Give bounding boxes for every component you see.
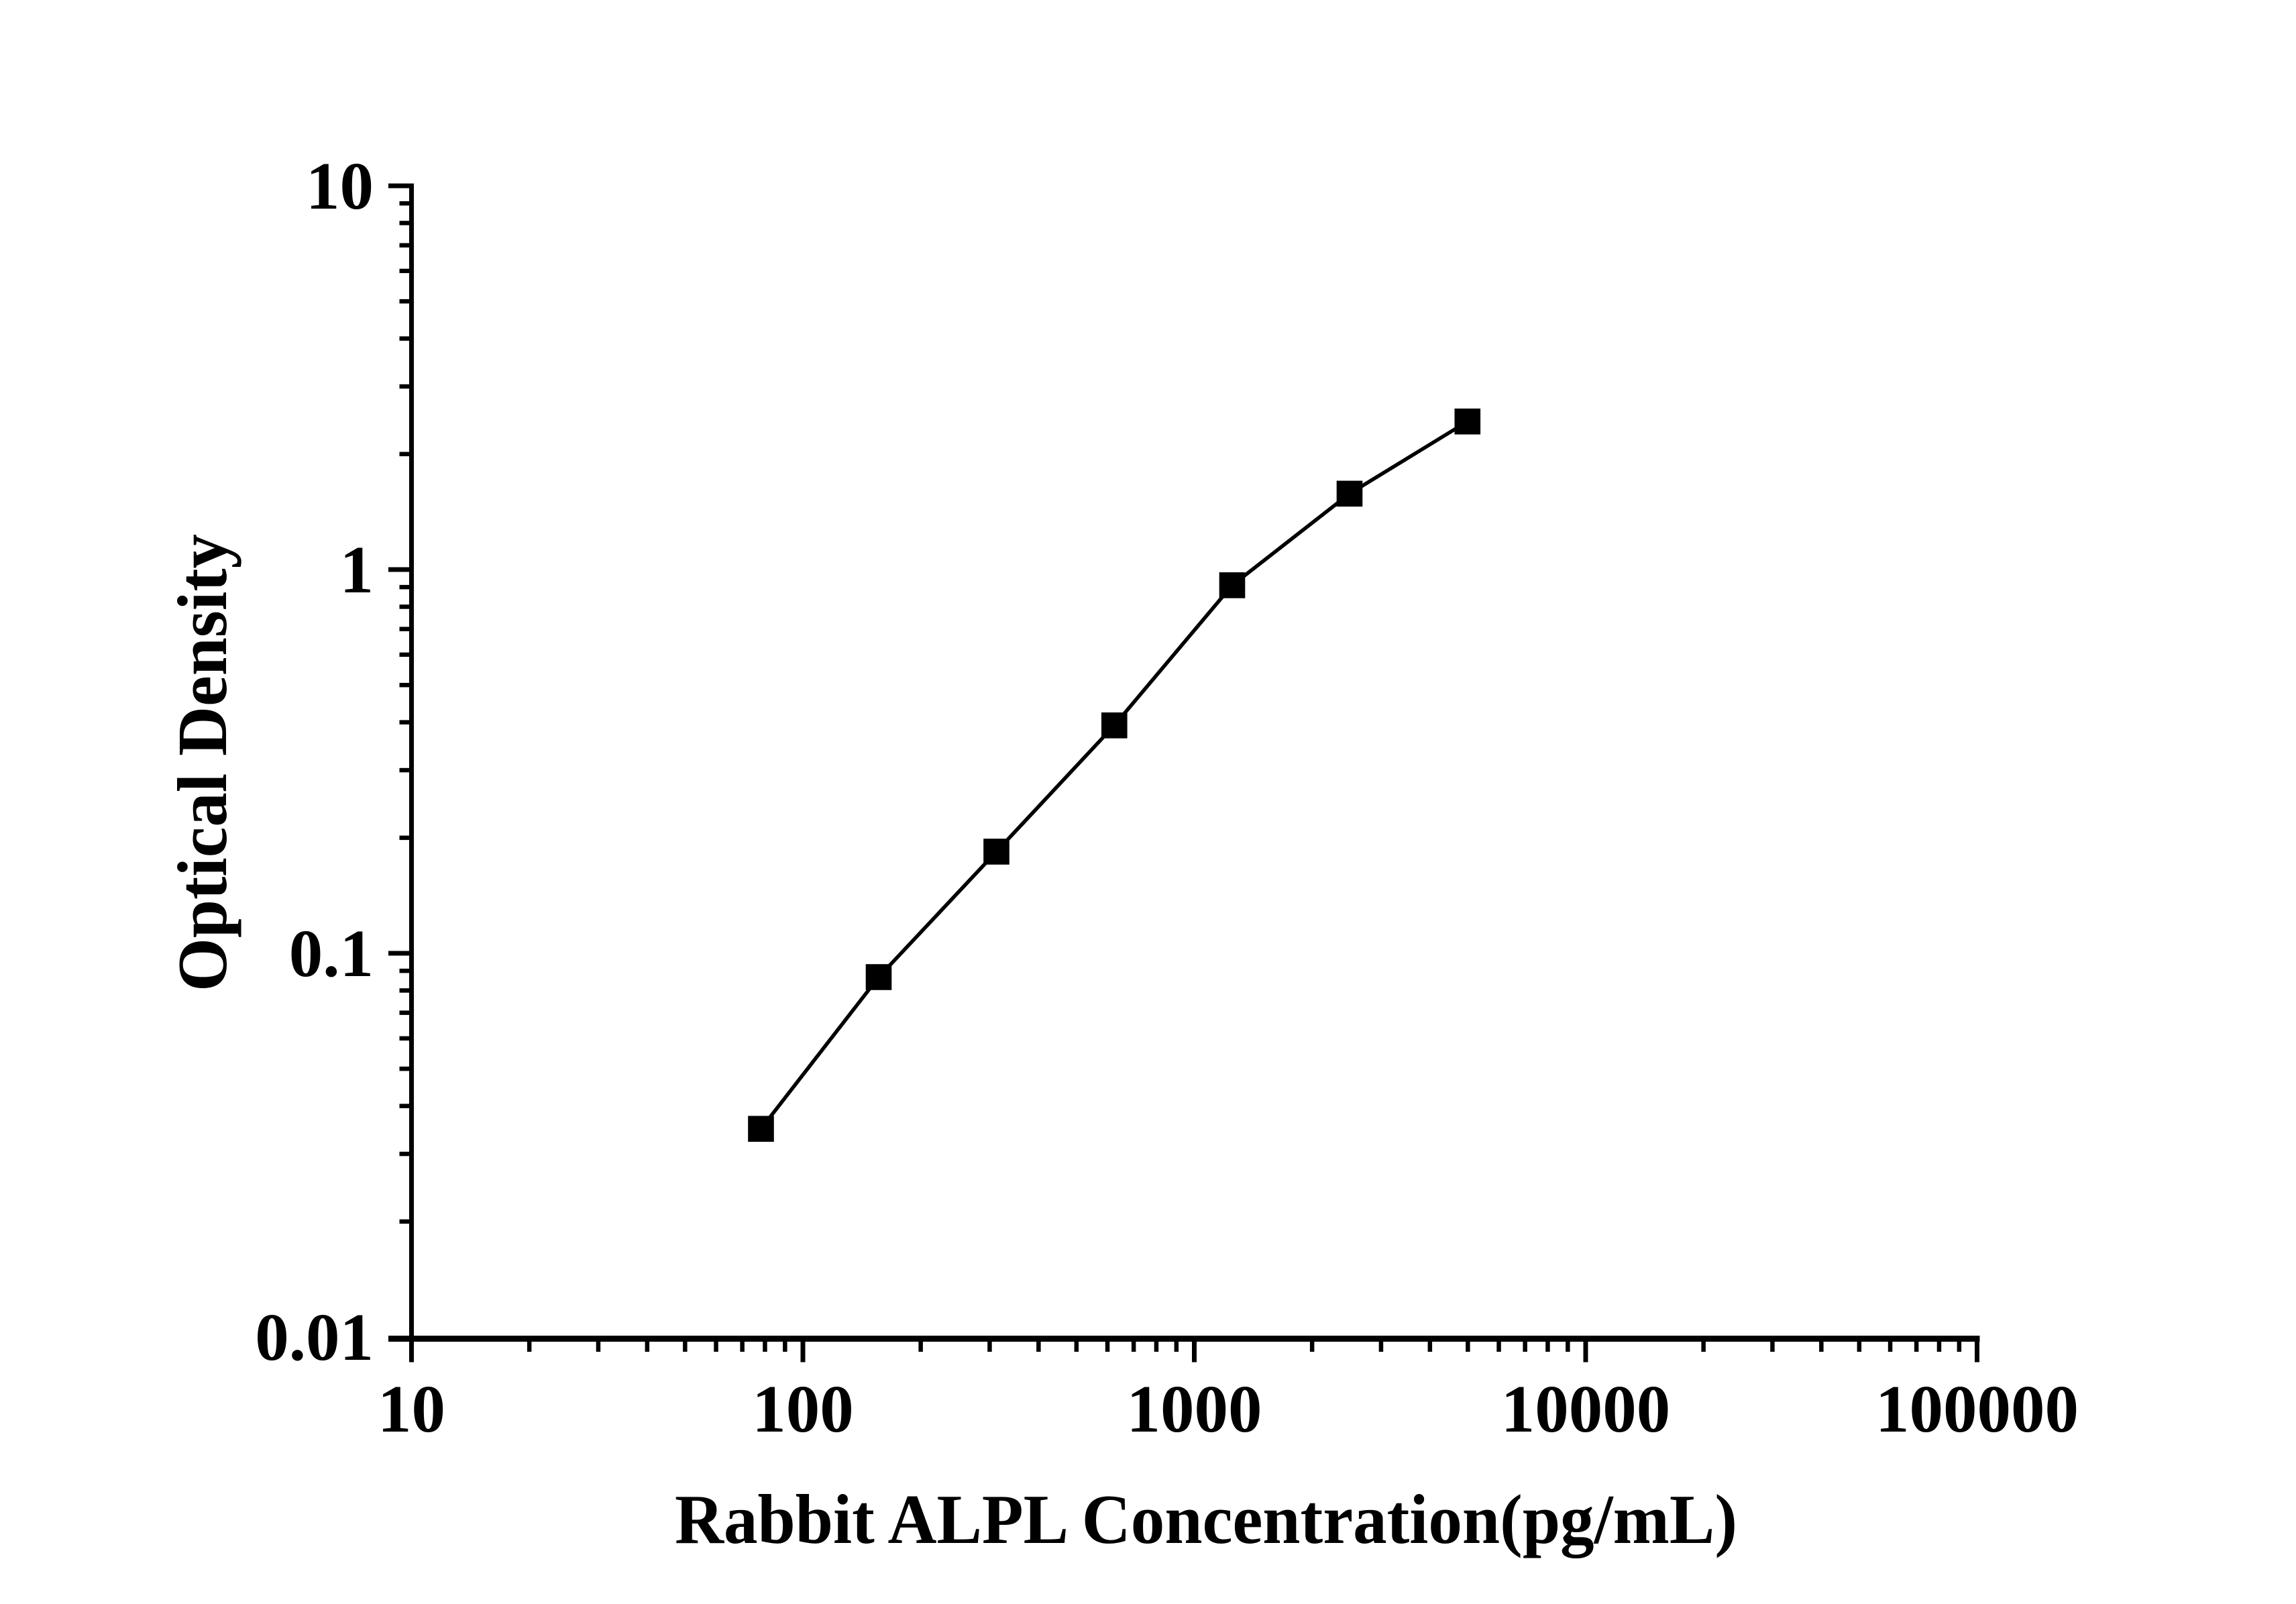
svg-text:0.01: 0.01 (255, 1299, 374, 1375)
svg-text:100000: 100000 (1875, 1371, 2079, 1446)
svg-text:0.1: 0.1 (289, 916, 374, 991)
svg-text:10000: 10000 (1501, 1371, 1671, 1446)
svg-text:10: 10 (378, 1371, 445, 1446)
svg-text:100: 100 (752, 1371, 854, 1446)
svg-text:1000: 1000 (1127, 1371, 1262, 1446)
svg-text:Rabbit ALPL Concentration(pg/m: Rabbit ALPL Concentration(pg/mL) (675, 1480, 1737, 1558)
svg-text:Optical Density: Optical Density (163, 534, 241, 992)
svg-text:10: 10 (306, 148, 374, 223)
svg-text:1: 1 (340, 532, 374, 607)
